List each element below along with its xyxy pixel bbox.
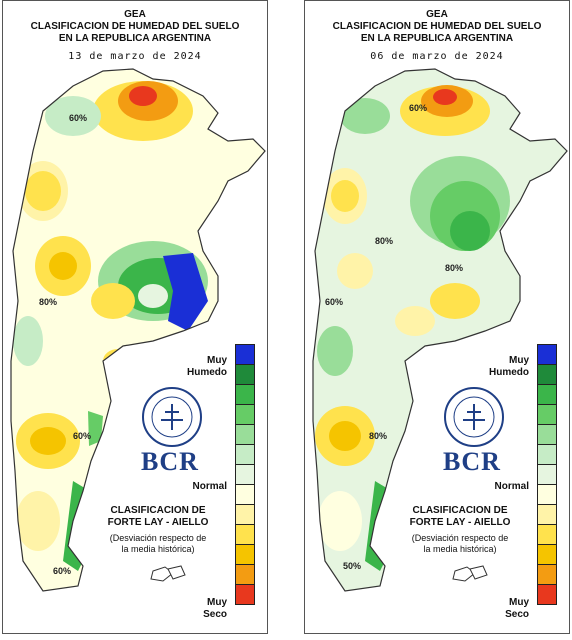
contour-label: 50% (343, 561, 362, 571)
legend-swatch (235, 484, 255, 505)
legend-swatch (235, 564, 255, 585)
legend-swatch (537, 484, 557, 505)
contour-label: 80% (369, 431, 388, 441)
legend-mid-label: Normal (494, 481, 529, 492)
contour-label: 80% (445, 263, 464, 273)
legend-swatch (537, 464, 557, 485)
legend-top-label: Muy Humedo (489, 355, 529, 378)
bcr-logo: BCR (443, 447, 501, 476)
legend-swatch (537, 424, 557, 445)
legend-swatch (537, 544, 557, 565)
bcr-seal-icon (444, 387, 504, 447)
map-title-line1: CLASIFICACION DE HUMEDAD DEL SUELO (332, 21, 542, 32)
legend-color-scale (537, 344, 557, 605)
classification-line2: FORTE LAY - AIELLO (107, 517, 209, 528)
legend-swatch (537, 524, 557, 545)
legend-swatch (235, 584, 255, 605)
legend-top-label: Muy Humedo (187, 355, 227, 378)
org-label: GEA (124, 9, 146, 20)
org-label: GEA (426, 9, 448, 20)
classification-line1: CLASIFICACION DE (412, 505, 508, 516)
contour-label: 60% (409, 103, 428, 113)
legend-swatch (537, 344, 557, 365)
legend-bottom-label: Muy Seco (203, 597, 227, 620)
map-panel-right: GEA CLASIFICACION DE HUMEDAD DEL SUELO E… (304, 0, 570, 634)
legend-swatch (235, 384, 255, 405)
legend-bottom-label: Muy Seco (505, 597, 529, 620)
bcr-logo: BCR (141, 447, 199, 476)
legend-color-scale (235, 344, 255, 605)
argentina-map-left (10, 68, 266, 592)
classification-line1: CLASIFICACION DE (110, 505, 206, 516)
classification-line4: la media histórica) (121, 544, 195, 554)
contour-label: 60% (53, 566, 72, 576)
contour-label: 60% (73, 431, 92, 441)
classification-line2: FORTE LAY - AIELLO (409, 517, 511, 528)
classification-line3: (Desviación respecto de (411, 533, 509, 543)
legend-swatch (537, 584, 557, 605)
legend-swatch (235, 364, 255, 385)
classification-line4: la media histórica) (423, 544, 497, 554)
map-panel-left: GEA CLASIFICACION DE HUMEDAD DEL SUELO E… (2, 0, 268, 634)
contour-label: 80% (39, 297, 58, 307)
map-title-line2: EN LA REPUBLICA ARGENTINA (58, 33, 212, 44)
legend-swatch (235, 424, 255, 445)
legend-swatch (537, 404, 557, 425)
legend-swatch (235, 404, 255, 425)
legend-swatch (235, 444, 255, 465)
legend-swatch (537, 364, 557, 385)
bcr-seal-icon (142, 387, 202, 447)
contour-label: 60% (325, 297, 344, 307)
legend-swatch (235, 464, 255, 485)
legend-swatch (235, 524, 255, 545)
argentina-map-right (312, 68, 568, 592)
legend-swatch (537, 504, 557, 525)
legend-swatch (537, 444, 557, 465)
classification-line3: (Desviación respecto de (109, 533, 207, 543)
legend-swatch (537, 564, 557, 585)
legend-swatch (235, 504, 255, 525)
contour-label: 60% (69, 113, 88, 123)
map-title-line2: EN LA REPUBLICA ARGENTINA (360, 33, 514, 44)
legend-swatch (235, 344, 255, 365)
legend-swatch (537, 384, 557, 405)
contour-label: 80% (375, 236, 394, 246)
map-date: 06 de marzo de 2024 (370, 51, 504, 62)
legend-mid-label: Normal (192, 481, 227, 492)
map-title-line1: CLASIFICACION DE HUMEDAD DEL SUELO (30, 21, 240, 32)
legend-swatch (235, 544, 255, 565)
map-date: 13 de marzo de 2024 (68, 51, 202, 62)
